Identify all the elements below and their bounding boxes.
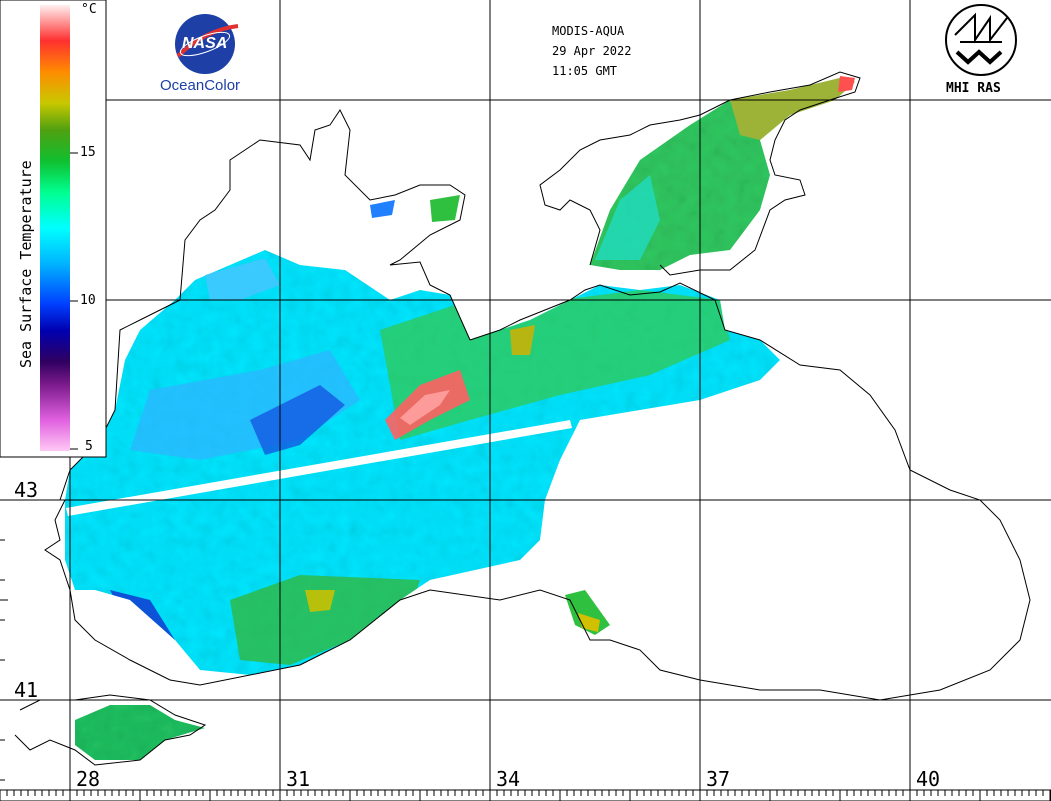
sst-east-yellow xyxy=(510,325,535,355)
mhi-logo xyxy=(945,4,1017,76)
coast-azov xyxy=(539,71,861,276)
sst-blue-eddy xyxy=(250,385,345,455)
sst-azov-red xyxy=(838,76,855,92)
coast-sw xyxy=(44,499,71,591)
colorbar-gradient xyxy=(40,5,70,451)
mhi-emblem xyxy=(945,4,1017,76)
bottom-ruler xyxy=(0,789,1051,801)
coast-west-north xyxy=(59,109,471,501)
lon-label-28: 28 xyxy=(76,767,101,791)
sst-south-green xyxy=(230,575,420,665)
lon-label-40: 40 xyxy=(916,767,941,791)
colorbar xyxy=(0,0,107,458)
image-date: 29 Apr 2022 xyxy=(552,44,632,58)
sst-field xyxy=(65,76,855,760)
mhi-ras-label: MHI RAS xyxy=(946,81,1001,96)
satellite-track-gap xyxy=(66,420,572,516)
colorbar-unit: °C xyxy=(81,2,97,17)
lon-label-34: 34 xyxy=(496,767,521,791)
colorbar-tick-10: 10 xyxy=(80,293,96,308)
coast-marmara xyxy=(14,694,207,766)
lon-label-37: 37 xyxy=(706,767,731,791)
nasa-badge-text: NASA xyxy=(182,35,228,52)
satellite-name: MODIS-AQUA xyxy=(552,24,625,38)
coastline xyxy=(14,71,1031,766)
lon-label-31: 31 xyxy=(286,767,311,791)
sst-south-yellow xyxy=(305,590,335,612)
sst-nw-patch-2 xyxy=(370,200,395,218)
lat-label-43: 43 xyxy=(14,478,39,502)
colorbar-title: Sea Surface Temperature xyxy=(17,160,35,368)
sst-warm-core xyxy=(400,390,450,425)
sst-nw-patch-3 xyxy=(430,195,460,222)
sst-azov-yellow xyxy=(730,78,855,140)
colorbar-tick-15: 15 xyxy=(80,145,96,160)
oceancolor-label: OceanColor xyxy=(160,77,241,94)
coast-crimea xyxy=(69,282,1031,701)
sst-marmara xyxy=(75,705,205,760)
colorbar-tick-5: 5 xyxy=(85,439,93,454)
lat-label-41: 41 xyxy=(14,678,39,702)
sst-nw-patch-1 xyxy=(205,258,280,300)
image-time: 11:05 GMT xyxy=(552,64,618,78)
sst-azov-cyan xyxy=(595,175,660,260)
nasa-logo xyxy=(175,14,239,74)
